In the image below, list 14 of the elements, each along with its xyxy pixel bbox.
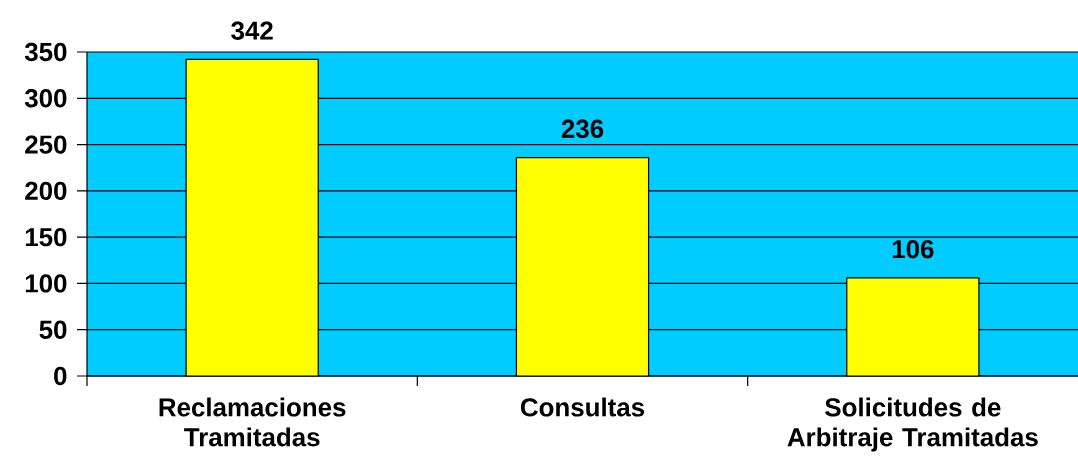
y-tick-label: 200	[25, 181, 67, 201]
y-tick-label: 350	[24, 42, 67, 62]
y-tick-label: 0	[54, 366, 67, 386]
x-tick-label: Solicitudes de Arbitraje Tramitadas	[787, 397, 1038, 452]
x-tick-label: Reclamaciones Tramitadas	[159, 397, 346, 447]
y-tick-label: 150	[25, 227, 67, 247]
data-label: 342	[231, 21, 273, 40]
data-label: 236	[561, 119, 604, 139]
y-tick-label: 250	[25, 135, 67, 154]
data-label: 106	[892, 240, 934, 259]
y-tick-label: 100	[25, 274, 67, 293]
y-tick-label: 300	[24, 89, 67, 108]
x-tick-label: Consultas	[520, 397, 645, 417]
y-tick-label: 50	[39, 320, 67, 339]
